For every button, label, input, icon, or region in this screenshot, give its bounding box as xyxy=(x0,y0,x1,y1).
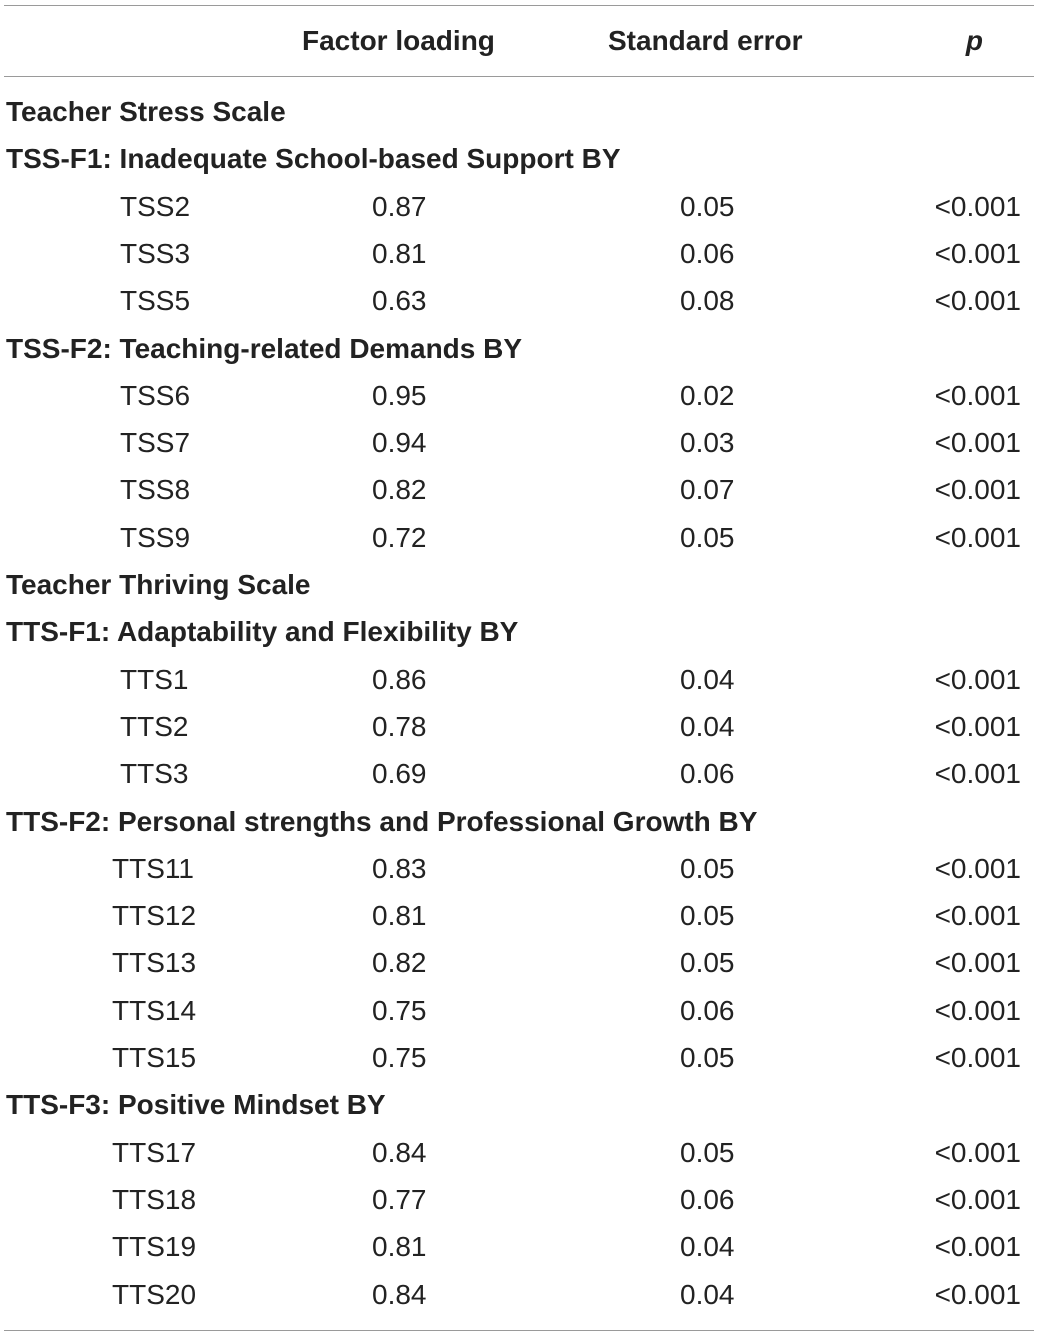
factor-heading: TTS-F1: Adaptability and Flexibility BY xyxy=(6,616,519,647)
row-p-value: <0.001 xyxy=(934,238,1021,269)
row-standard-error: 0.06 xyxy=(680,238,735,269)
row-factor-loading: 0.81 xyxy=(372,238,427,269)
row-item-label: TTS2 xyxy=(120,711,189,742)
row-standard-error: 0.06 xyxy=(680,1184,735,1215)
row-p-value: <0.001 xyxy=(934,380,1021,411)
row-standard-error: 0.08 xyxy=(680,285,735,316)
row-p-value: <0.001 xyxy=(934,1137,1021,1168)
row-standard-error: 0.05 xyxy=(680,1042,735,1073)
row-p-value: <0.001 xyxy=(934,947,1021,978)
row-p-value: <0.001 xyxy=(934,474,1021,505)
row-item-label: TSS5 xyxy=(120,285,191,316)
row-factor-loading: 0.75 xyxy=(372,1042,427,1073)
row-factor-loading: 0.77 xyxy=(372,1184,427,1215)
factor-heading: TTS-F3: Positive Mindset BY xyxy=(6,1089,386,1120)
row-p-value: <0.001 xyxy=(934,285,1021,316)
row-standard-error: 0.04 xyxy=(680,711,735,742)
row-standard-error: 0.02 xyxy=(680,380,735,411)
row-p-value: <0.001 xyxy=(934,758,1021,789)
row-p-value: <0.001 xyxy=(934,1279,1021,1310)
row-item-label: TTS12 xyxy=(112,900,197,931)
row-factor-loading: 0.87 xyxy=(372,191,427,222)
row-factor-loading: 0.95 xyxy=(372,380,427,411)
row-item-label: TTS19 xyxy=(112,1231,197,1262)
row-item-label: TSS7 xyxy=(120,427,191,458)
row-standard-error: 0.04 xyxy=(680,664,735,695)
row-p-value: <0.001 xyxy=(934,1042,1021,1073)
row-factor-loading: 0.75 xyxy=(372,995,427,1026)
row-item-label: TTS18 xyxy=(112,1184,197,1215)
row-standard-error: 0.05 xyxy=(680,191,735,222)
factor-heading: TSS-F2: Teaching-related Demands BY xyxy=(6,333,523,364)
row-item-label: TSS3 xyxy=(120,238,191,269)
top-rule xyxy=(4,5,1034,6)
row-p-value: <0.001 xyxy=(934,522,1021,553)
row-item-label: TTS3 xyxy=(120,758,189,789)
row-standard-error: 0.05 xyxy=(680,1137,735,1168)
row-item-label: TSS8 xyxy=(120,474,191,505)
row-standard-error: 0.05 xyxy=(680,900,735,931)
row-standard-error: 0.04 xyxy=(680,1279,735,1310)
row-item-label: TTS14 xyxy=(112,995,197,1026)
row-item-label: TTS15 xyxy=(112,1042,197,1073)
row-p-value: <0.001 xyxy=(934,900,1021,931)
row-item-label: TSS9 xyxy=(120,522,191,553)
row-standard-error: 0.06 xyxy=(680,995,735,1026)
row-standard-error: 0.05 xyxy=(680,522,735,553)
factor-heading: TSS-F1: Inadequate School-based Support … xyxy=(6,143,621,174)
bottom-rule xyxy=(4,1330,1034,1331)
row-p-value: <0.001 xyxy=(934,1231,1021,1262)
row-factor-loading: 0.84 xyxy=(372,1137,427,1168)
row-item-label: TSS6 xyxy=(120,380,191,411)
row-factor-loading: 0.81 xyxy=(372,900,427,931)
row-standard-error: 0.06 xyxy=(680,758,735,789)
row-p-value: <0.001 xyxy=(934,191,1021,222)
row-factor-loading: 0.82 xyxy=(372,474,427,505)
header-p: p xyxy=(965,25,983,56)
scale-heading: Teacher Thriving Scale xyxy=(6,569,311,600)
row-p-value: <0.001 xyxy=(934,664,1021,695)
row-standard-error: 0.05 xyxy=(680,947,735,978)
row-item-label: TSS2 xyxy=(120,191,191,222)
row-item-label: TTS17 xyxy=(112,1137,197,1168)
row-p-value: <0.001 xyxy=(934,995,1021,1026)
row-p-value: <0.001 xyxy=(934,1184,1021,1215)
row-factor-loading: 0.81 xyxy=(372,1231,427,1262)
factor-heading: TTS-F2: Personal strengths and Professio… xyxy=(6,806,758,837)
row-standard-error: 0.05 xyxy=(680,853,735,884)
row-factor-loading: 0.69 xyxy=(372,758,427,789)
row-item-label: TTS13 xyxy=(112,947,197,978)
row-standard-error: 0.07 xyxy=(680,474,735,505)
row-standard-error: 0.04 xyxy=(680,1231,735,1262)
row-item-label: TTS1 xyxy=(120,664,189,695)
row-factor-loading: 0.78 xyxy=(372,711,427,742)
row-item-label: TTS11 xyxy=(112,853,194,884)
row-factor-loading: 0.82 xyxy=(372,947,427,978)
row-p-value: <0.001 xyxy=(934,427,1021,458)
row-item-label: TTS20 xyxy=(112,1279,197,1310)
header-factor-loading: Factor loading xyxy=(302,25,495,56)
scale-heading: Teacher Stress Scale xyxy=(6,96,286,127)
row-factor-loading: 0.83 xyxy=(372,853,427,884)
row-standard-error: 0.03 xyxy=(680,427,735,458)
row-factor-loading: 0.94 xyxy=(372,427,427,458)
row-factor-loading: 0.63 xyxy=(372,285,427,316)
row-factor-loading: 0.72 xyxy=(372,522,427,553)
header-rule xyxy=(4,76,1034,77)
row-factor-loading: 0.84 xyxy=(372,1279,427,1310)
row-p-value: <0.001 xyxy=(934,711,1021,742)
row-factor-loading: 0.86 xyxy=(372,664,427,695)
header-standard-error: Standard error xyxy=(608,25,803,56)
row-p-value: <0.001 xyxy=(934,853,1021,884)
